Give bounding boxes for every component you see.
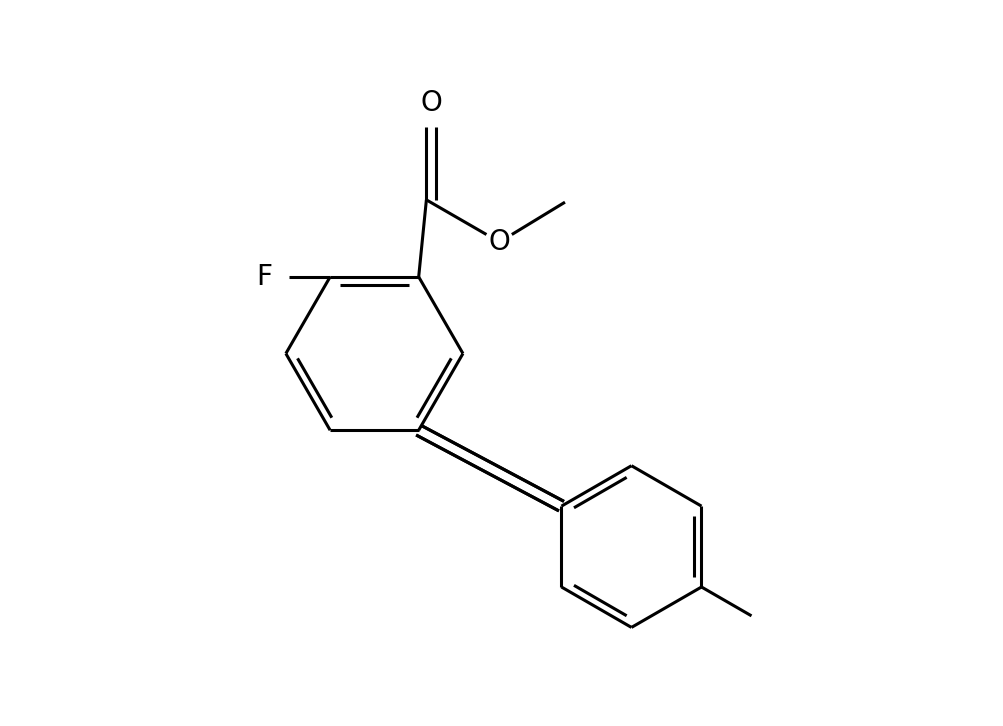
Text: O: O — [420, 89, 442, 118]
Text: F: F — [256, 263, 272, 291]
Text: O: O — [488, 228, 510, 256]
